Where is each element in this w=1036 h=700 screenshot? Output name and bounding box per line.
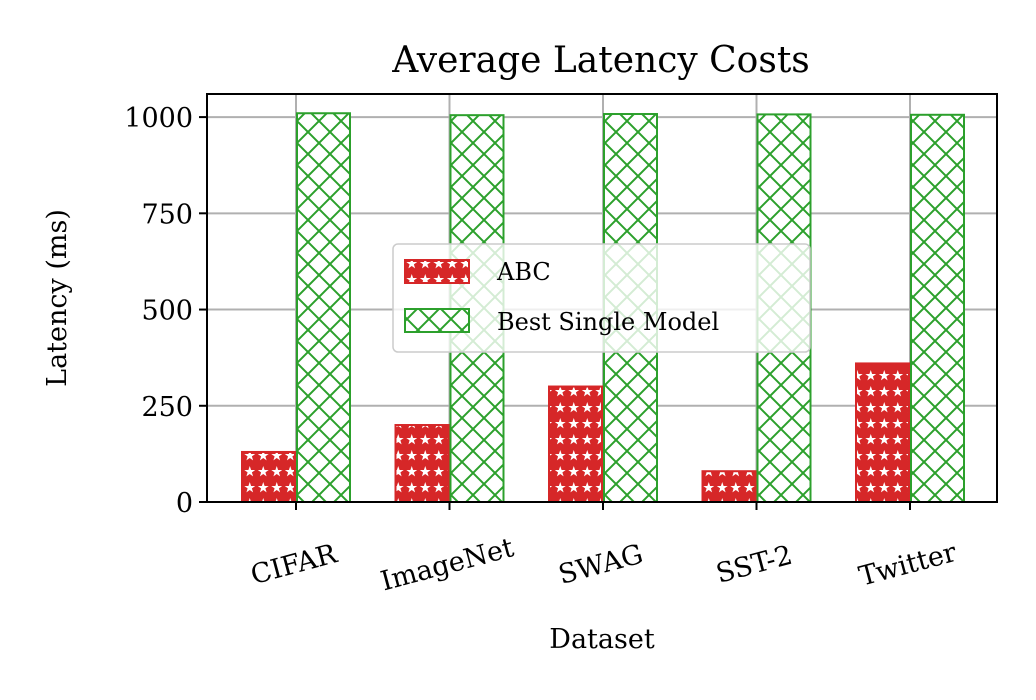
y-axis-label: Latency (ms) — [42, 209, 73, 387]
y-axis-ticks: 0 250 500 750 1000 — [124, 103, 207, 519]
bar-abc-twitter — [855, 362, 910, 503]
chart-title: Average Latency Costs — [391, 40, 810, 81]
bar-abc-cifar — [241, 450, 296, 503]
x-tick-label-twitter: Twitter — [856, 537, 960, 593]
legend-box — [392, 243, 811, 353]
legend-label-best-single-model: Best Single Model — [497, 308, 719, 336]
y-tick-label: 1000 — [124, 103, 193, 134]
bar-best-single-model-twitter — [910, 113, 965, 503]
x-axis-label: Dataset — [549, 624, 655, 655]
bar-abc-sst-2 — [701, 470, 757, 504]
x-axis-ticks: CIFAR ImageNet SWAG SST-2 Twitter — [248, 502, 960, 597]
bar-abc-imagenet — [394, 424, 450, 503]
y-tick-label: 750 — [141, 199, 193, 230]
x-tick-label-sst-2: SST-2 — [713, 540, 796, 590]
y-tick-label: 250 — [141, 392, 193, 423]
legend: ABC Best Single Model — [392, 243, 811, 353]
legend-label-abc: ABC — [496, 258, 551, 286]
y-tick-label: 0 — [176, 488, 193, 519]
x-tick-label-swag: SWAG — [555, 539, 646, 591]
legend-swatch-best-single-model — [404, 308, 470, 333]
x-tick-label-imagenet: ImageNet — [378, 532, 518, 597]
x-tick-label-cifar: CIFAR — [248, 538, 341, 591]
bar-best-single-model-cifar — [296, 112, 351, 504]
legend-swatch-abc — [404, 259, 470, 284]
bar-abc-swag — [548, 385, 603, 503]
y-tick-label: 500 — [141, 296, 193, 327]
